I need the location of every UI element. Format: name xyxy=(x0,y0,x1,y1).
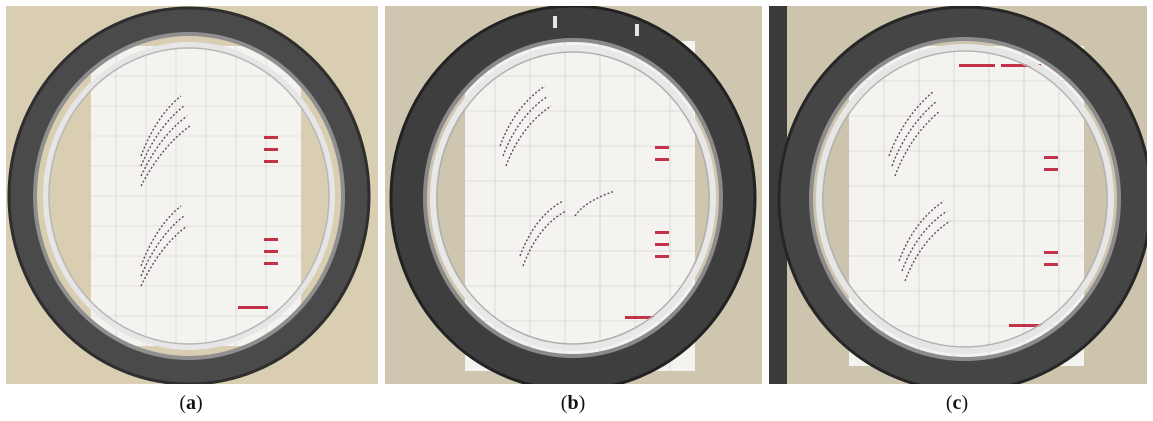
gasket-ring xyxy=(7,6,371,384)
caption-b: (b) xyxy=(561,392,585,415)
gasket-photo-b xyxy=(385,6,762,384)
photo-panel-b xyxy=(385,6,762,384)
gasket-photo-c xyxy=(769,6,1147,384)
caption-open-paren: ( xyxy=(560,392,568,414)
caption-letter: b xyxy=(567,392,579,414)
gasket-photo-a xyxy=(6,6,378,384)
caption-letter: a xyxy=(186,392,196,414)
gasket-ring xyxy=(389,6,757,384)
caption-close-paren: ) xyxy=(196,392,203,414)
caption-letter: c xyxy=(952,392,962,414)
caption-c: (c) xyxy=(946,392,968,415)
caption-close-paren: ) xyxy=(578,392,586,414)
photo-panel-c xyxy=(769,6,1147,384)
chart-paper xyxy=(849,46,1084,366)
chart-paper xyxy=(91,46,301,346)
caption-close-paren: ) xyxy=(961,392,969,414)
gasket-ring xyxy=(777,6,1147,384)
caption-open-paren: ( xyxy=(179,392,186,414)
caption-open-paren: ( xyxy=(945,392,953,414)
photo-panel-a xyxy=(6,6,378,384)
caption-a: (a) xyxy=(179,392,202,415)
